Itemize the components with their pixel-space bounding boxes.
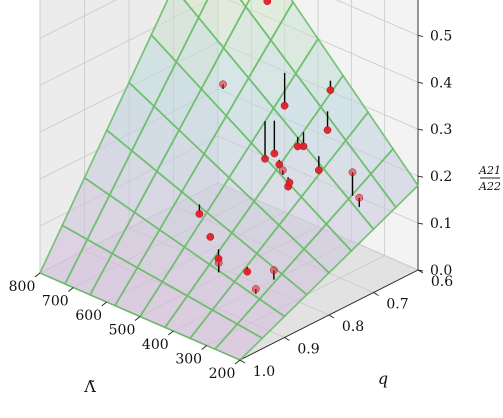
data-point [278,166,287,175]
z-axis-label-numerator: A21 [478,164,501,177]
z-tick-mark [417,81,424,84]
z-tick-label: 0.1 [430,216,452,232]
z-tick-mark [417,269,424,272]
x-tick-mark [234,359,241,365]
data-point [270,266,278,275]
data-point [251,285,260,293]
y-tick-mark [373,292,379,296]
data-point [270,149,279,158]
x-tick-label: 700 [42,294,69,310]
z-axis-ticks: 0.00.10.20.30.40.50.6 [417,28,452,279]
data-point [263,0,272,6]
y-tick-mark [328,314,335,319]
x-tick-label: 300 [175,352,202,368]
y-tick-label: 0.9 [297,342,319,358]
y-tick-label: 0.8 [342,319,364,335]
x-axis-label: Λ̃ [83,377,96,396]
x-axis-ticks: 800 700 600 500 400 300 200 [9,272,241,382]
x-tick-label: 800 [9,279,36,295]
data-point [293,142,302,151]
y-tick-mark [239,359,246,364]
z-tick-mark [417,222,424,225]
right-pane-gridline-z [335,0,419,36]
y-axis-label: q [378,369,388,388]
x-tick-mark [34,272,41,278]
y-tick-mark [284,337,290,341]
data-point [219,80,227,89]
z-tick-mark [417,175,424,178]
x-tick-label: 500 [109,323,136,339]
fitted-surface [38,0,420,362]
z-tick-label: 0.4 [430,75,452,91]
data-point [348,168,357,177]
x-tick-mark [101,301,107,307]
z-tick-mark [417,128,424,131]
x-tick-mark [68,287,74,292]
z-axis-label-denominator: A22 [478,180,501,193]
x-tick-label: 200 [209,366,236,382]
data-point [326,86,335,94]
data-point [323,126,332,134]
data-point [214,259,223,267]
data-point [285,178,294,187]
y-tick-label: 0.6 [431,274,453,290]
x-tick-mark [168,330,174,336]
data-point [261,154,269,163]
x-tick-label: 600 [75,308,102,324]
left-pane-gridline-z [39,0,117,39]
data-point [275,160,284,169]
x-tick-mark [201,345,207,350]
data-points [195,0,364,293]
data-point [195,210,204,218]
z-tick-label: 0.2 [430,169,452,185]
y-tick-label: 1.0 [253,364,275,380]
z-axis-label: A21 A22 [478,164,501,193]
z-tick-mark [417,34,424,37]
data-point [355,193,364,202]
z-tick-label: 0.3 [430,122,452,138]
y-tick-label: 0.7 [386,297,408,313]
data-point [206,233,215,241]
z-tick-label: 0.5 [430,28,452,44]
x-tick-mark [134,316,141,321]
data-point [314,166,323,175]
surface-cell [182,0,209,20]
x-tick-label: 400 [142,337,169,353]
data-point [243,267,252,276]
data-point [280,101,289,110]
z-tick-label: 0.0 [430,263,452,279]
